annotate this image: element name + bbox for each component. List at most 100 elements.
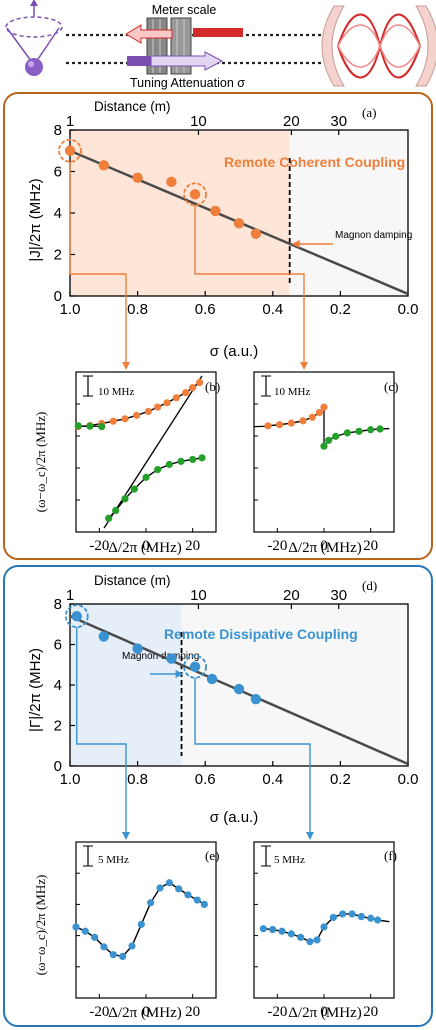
panel-f-scale-bar: 5 MHz bbox=[274, 854, 305, 866]
connector-arrow-icon bbox=[122, 362, 130, 370]
data-point bbox=[374, 916, 382, 924]
data-point bbox=[198, 454, 206, 462]
data-point bbox=[100, 943, 108, 951]
y-tick-label: 6 bbox=[54, 164, 62, 181]
data-point bbox=[163, 399, 171, 407]
panel-c: Δ/2π (MHz) (c) 10 MHz -20 0 20 bbox=[253, 371, 398, 556]
cavity-icon bbox=[321, 5, 436, 87]
panel-e: (ω−ω_c)/2π (MHz) Δ/2π (MHz) (e) 5 MHz -2… bbox=[33, 841, 219, 1021]
y-tick-label: 8 bbox=[54, 122, 62, 139]
data-point bbox=[177, 457, 185, 465]
data-point bbox=[269, 925, 277, 934]
data-point bbox=[121, 495, 129, 503]
data-point bbox=[74, 422, 82, 430]
x-tick-label: 0.2 bbox=[330, 301, 351, 318]
data-point bbox=[206, 673, 218, 685]
data-point bbox=[128, 942, 136, 950]
data-point bbox=[72, 923, 80, 931]
fit-curve bbox=[78, 381, 201, 428]
x-tick-label: 0.2 bbox=[330, 771, 351, 788]
data-point bbox=[130, 485, 138, 493]
data-point bbox=[175, 885, 183, 893]
panel-a-region-label: Remote Coherent Coupling bbox=[224, 154, 405, 170]
x-tick-label: 20 bbox=[363, 538, 378, 554]
arrow-head-icon bbox=[291, 240, 300, 248]
data-point bbox=[332, 432, 340, 440]
x-tick-label: 1.0 bbox=[60, 301, 81, 318]
data-point bbox=[264, 422, 272, 430]
data-point bbox=[325, 436, 333, 444]
data-point bbox=[348, 910, 356, 918]
data-point bbox=[193, 896, 201, 904]
data-point bbox=[189, 455, 197, 464]
x-tick-label: 0.6 bbox=[195, 301, 216, 318]
fit-curve bbox=[103, 375, 203, 529]
top-tick-label: 30 bbox=[330, 113, 347, 130]
data-point bbox=[320, 442, 328, 450]
data-point bbox=[98, 631, 110, 642]
data-point bbox=[189, 189, 201, 200]
left-arrow-icon bbox=[125, 24, 243, 44]
data-point bbox=[81, 927, 89, 935]
top-tick-label: 10 bbox=[190, 113, 207, 130]
data-point bbox=[315, 408, 323, 417]
panel-e-ylabel: (ω−ω_c)/2π (MHz) bbox=[33, 875, 48, 976]
x-tick-label: 0.8 bbox=[127, 301, 148, 318]
coherent-frame bbox=[3, 92, 433, 560]
panel-c-xlabel: Δ/2π (MHz) bbox=[288, 540, 361, 556]
highlight-circle bbox=[183, 654, 207, 679]
data-point bbox=[147, 899, 155, 907]
dissipative-frame bbox=[3, 565, 433, 1027]
panel-f-xlabel: Δ/2π (MHz) bbox=[288, 1005, 361, 1021]
data-point bbox=[343, 429, 351, 437]
data-point bbox=[320, 403, 328, 411]
x-tick-label: -20 bbox=[267, 538, 287, 554]
schematic: Meter scale Tuning Attenuation σ bbox=[5, 0, 436, 90]
x-tick-label: 0 bbox=[142, 1004, 150, 1020]
panel-a-annotation: Magnon damping bbox=[335, 230, 412, 241]
data-point bbox=[133, 411, 141, 419]
data-point bbox=[166, 653, 177, 664]
panel-d-ylabel: |Γ|/2π (MHz) bbox=[27, 648, 44, 732]
data-point bbox=[64, 145, 76, 156]
data-point bbox=[71, 610, 82, 622]
data-point bbox=[287, 419, 295, 427]
x-tick-label: 0.4 bbox=[262, 301, 283, 318]
connector-line bbox=[194, 205, 305, 366]
y-tick-label: 4 bbox=[54, 677, 62, 694]
connector-arrow-icon bbox=[122, 832, 130, 840]
data-point bbox=[112, 506, 120, 515]
data-point bbox=[367, 426, 375, 434]
panel-c-label: (c) bbox=[384, 379, 398, 394]
x-tick-label: -20 bbox=[267, 1004, 287, 1020]
x-tick-label: 0.4 bbox=[262, 771, 283, 788]
panel-d-top-axis-title: Distance (m) bbox=[94, 573, 171, 588]
highlight-circle bbox=[183, 182, 207, 207]
data-point bbox=[233, 218, 245, 229]
data-point bbox=[165, 879, 173, 887]
x-tick-label: 20 bbox=[185, 1004, 200, 1020]
top-tick-label: 20 bbox=[283, 587, 300, 604]
x-tick-label: 0.0 bbox=[398, 301, 419, 318]
data-point bbox=[132, 643, 143, 654]
data-point bbox=[105, 514, 113, 522]
data-point bbox=[357, 912, 365, 921]
data-point bbox=[376, 425, 384, 433]
x-tick-label: 1.0 bbox=[60, 771, 81, 788]
data-point bbox=[320, 923, 328, 931]
data-point bbox=[109, 417, 117, 425]
coherent-region-shade bbox=[70, 130, 290, 296]
connector-line bbox=[194, 677, 311, 836]
data-point bbox=[165, 460, 173, 469]
panel-a-ylabel: |J|/2π (MHz) bbox=[27, 178, 44, 261]
connector-arrow-icon bbox=[306, 832, 314, 840]
data-point bbox=[287, 930, 295, 938]
arrow-head-icon bbox=[175, 670, 184, 678]
panel-c-scale-bar: 10 MHz bbox=[274, 386, 310, 398]
data-point bbox=[142, 473, 150, 481]
x-tick-label: -20 bbox=[89, 1004, 109, 1020]
data-point bbox=[355, 427, 363, 435]
plot-frame bbox=[75, 841, 217, 999]
data-point bbox=[299, 417, 307, 425]
